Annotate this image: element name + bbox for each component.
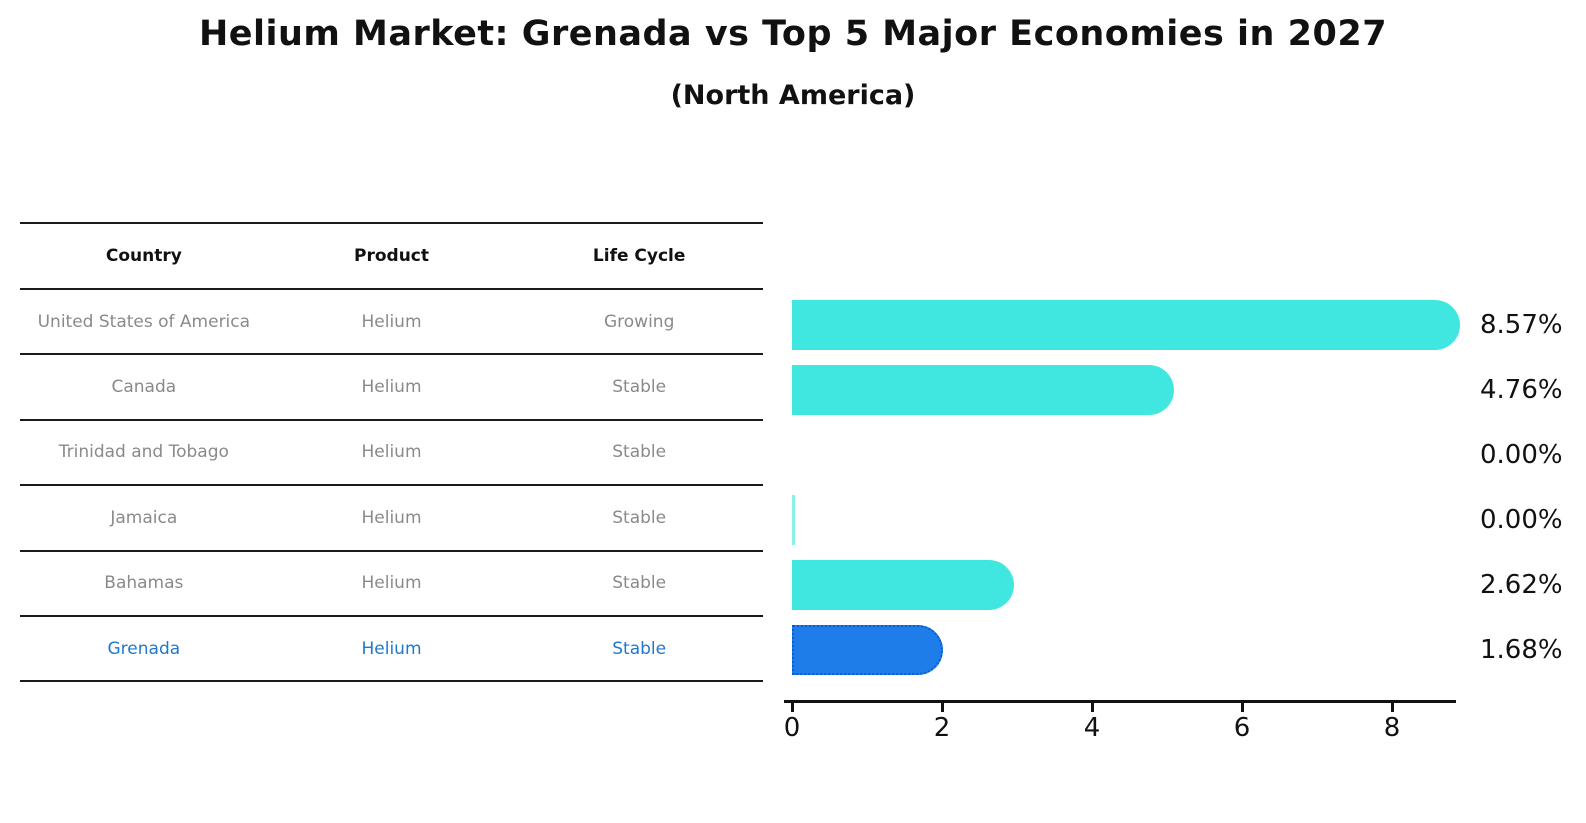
bar-bahamas (792, 560, 1014, 610)
cell-product: Helium (361, 311, 422, 332)
x-axis-tick-label: 4 (1083, 713, 1101, 743)
cell-country: Canada (111, 377, 177, 398)
cell-product: Helium (361, 507, 422, 528)
cell-life-cycle: Stable (612, 442, 667, 463)
x-axis-tick-label: 8 (1383, 713, 1401, 743)
table-row-grenada: Grenada Helium Stable (20, 614, 763, 680)
table-row: Canada Helium Stable (20, 353, 763, 418)
cell-country: Grenada (107, 638, 181, 659)
x-axis-tick-label: 0 (783, 713, 801, 743)
table-row: Bahamas Helium Stable (20, 549, 763, 615)
country-table: Country Product Life Cycle United States… (20, 222, 763, 683)
cell-country: United States of America (37, 311, 251, 332)
page-subtitle: (North America) (670, 80, 916, 111)
cell-country: Bahamas (104, 573, 184, 594)
x-axis-line (784, 700, 1456, 703)
cell-life-cycle: Growing (603, 311, 675, 332)
x-axis-tick (791, 702, 794, 712)
bar-value-label: 8.57% (1480, 310, 1563, 340)
cell-product: Helium (361, 377, 422, 398)
bar-value-label: 0.00% (1480, 505, 1563, 535)
bar-value-label: 2.62% (1480, 570, 1563, 600)
cell-country: Jamaica (110, 507, 178, 528)
header-cell-life-cycle: Life Cycle (592, 246, 686, 266)
cell-life-cycle: Stable (612, 573, 667, 594)
x-axis-tick-label: 2 (933, 713, 951, 743)
header-cell-country: Country (105, 246, 182, 266)
x-axis-tick (941, 702, 944, 712)
cell-life-cycle: Stable (612, 507, 667, 528)
x-axis-tick (1241, 702, 1244, 712)
page-title: Helium Market: Grenada vs Top 5 Major Ec… (198, 14, 1388, 54)
header-cell-product: Product (354, 246, 429, 266)
cell-product: Helium (361, 573, 422, 594)
bar-united-states (792, 300, 1460, 350)
cell-product: Helium (361, 442, 422, 463)
x-axis-tick (1391, 702, 1394, 712)
cell-product: Helium (361, 638, 422, 659)
table-header-row: Country Product Life Cycle (20, 222, 763, 288)
bar-canada (792, 365, 1174, 415)
table-row: United States of America Helium Growing (20, 288, 763, 353)
cell-life-cycle: Stable (612, 638, 667, 659)
table-row: Trinidad and Tobago Helium Stable (20, 418, 763, 484)
x-axis-tick-label: 6 (1233, 713, 1251, 743)
x-axis-tick (1091, 702, 1094, 712)
bar-value-label: 1.68% (1480, 635, 1563, 665)
cell-country: Trinidad and Tobago (58, 442, 229, 463)
bar-value-label: 4.76% (1480, 375, 1563, 405)
cell-life-cycle: Stable (612, 377, 667, 398)
bar-grenada-highlighted (792, 625, 943, 675)
table-row: Jamaica Helium Stable (20, 484, 763, 549)
bar-jamaica (792, 495, 795, 545)
bar-value-label: 0.00% (1480, 440, 1563, 470)
